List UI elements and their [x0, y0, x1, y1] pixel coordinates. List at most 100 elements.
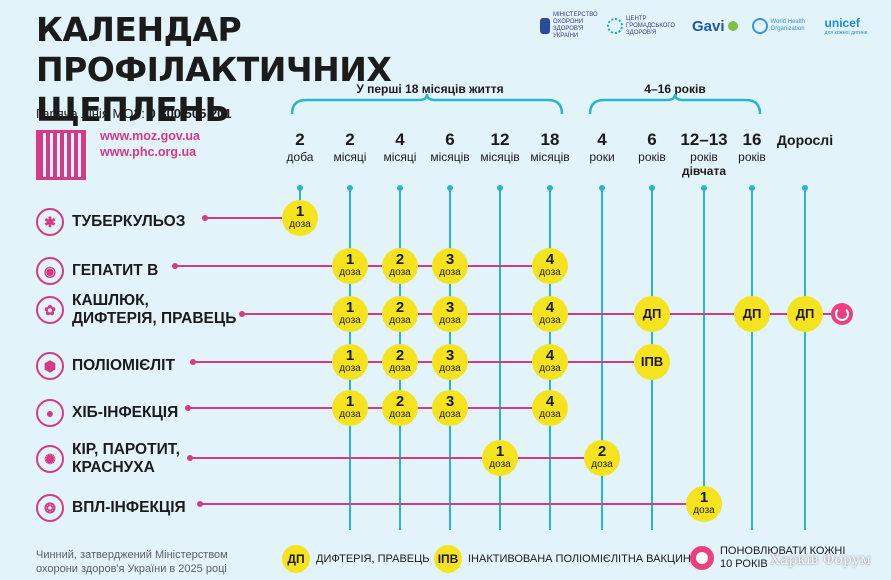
- column-dot: [497, 185, 503, 191]
- brace-children: [588, 93, 762, 115]
- disease-name: КІР, ПАРОТИТ, КРАСНУХА: [72, 441, 180, 476]
- disease-row: ❂ ВПЛ-ІНФЕКЦІЯ: [36, 494, 186, 522]
- ministry-logo: МІНІСТЕРСТВО ОХОРОНИ ЗДОРОВ'Я УКРАЇНИ: [540, 12, 598, 40]
- polio-icon: ⬢: [36, 352, 64, 380]
- disease-name: ГЕПАТИТ В: [72, 262, 159, 279]
- column-dot: [297, 185, 303, 191]
- gavi-logo: Gavi: [692, 18, 738, 35]
- disease-row: ⬢ ПОЛІОМІЄЛІТ: [36, 352, 175, 380]
- dose-badge: 4 доза: [532, 296, 568, 332]
- renew-every-10-years-icon: [831, 303, 853, 325]
- hotline-number[interactable]: 0 800 505 201: [148, 106, 232, 121]
- dose-badge: 3 доза: [432, 390, 468, 426]
- disease-line-dot: [239, 311, 245, 317]
- dose-badge: 2 доза: [382, 296, 418, 332]
- age-group-infant: У перші 18 місяців життя: [356, 82, 504, 96]
- vaccine-code-badge: ДП: [787, 296, 823, 332]
- column-dot: [397, 185, 403, 191]
- disease-row: ● ХІБ-ІНФЕКЦІЯ: [36, 399, 178, 427]
- hepatitis-icon: ◉: [36, 257, 64, 285]
- moz-link[interactable]: www.moz.gov.ua: [100, 129, 201, 143]
- dose-badge: 1 доза: [332, 344, 368, 380]
- age-column-header: 12–13 років дівчата: [680, 130, 728, 178]
- age-column-header: 16 років: [738, 130, 766, 164]
- disease-line-dot: [202, 215, 208, 221]
- dose-badge: 4 доза: [532, 344, 568, 380]
- column-dot: [701, 185, 707, 191]
- disease-row: ✱ ТУБЕРКУЛЬОЗ: [36, 208, 185, 236]
- dose-badge: 4 доза: [532, 390, 568, 426]
- dose-badge: 1 доза: [282, 200, 318, 236]
- ministry-emblem-icon: [540, 18, 550, 34]
- dose-badge: 1 доза: [332, 390, 368, 426]
- legend-dp: ДП ДИФТЕРІЯ, ПРАВЕЦЬ: [282, 545, 429, 573]
- dose-badge: 3 доза: [432, 296, 468, 332]
- qr-code[interactable]: [36, 130, 86, 180]
- hotline: Гаряча лінія МОЗ: 0 800 505 201: [36, 106, 232, 121]
- column-dot: [649, 185, 655, 191]
- watermark: Харків Форум: [770, 552, 871, 568]
- tuberculosis-icon: ✱: [36, 208, 64, 236]
- disease-row: ✺ КІР, ПАРОТИТ, КРАСНУХА: [36, 441, 180, 477]
- disease-line-dot: [185, 405, 191, 411]
- legend-ipv-chip: ІПВ: [434, 545, 462, 573]
- gavi-swirl-icon: [727, 21, 738, 31]
- disease-line-dot: [187, 455, 193, 461]
- who-emblem-icon: [751, 18, 768, 34]
- age-column-header: 4 місяці: [383, 130, 417, 164]
- disease-row: ✿ КАШЛЮК, ДИФТЕРІЯ, ПРАВЕЦЬ: [36, 292, 236, 328]
- dose-badge: 1 доза: [332, 248, 368, 284]
- dose-badge: 3 доза: [432, 248, 468, 284]
- disease-line-dot: [197, 501, 203, 507]
- age-column-header: 12 місяців: [480, 130, 520, 164]
- column-dot: [802, 185, 808, 191]
- hib-icon: ●: [36, 399, 64, 427]
- hpv-icon: ❂: [36, 494, 64, 522]
- disease-row: ◉ ГЕПАТИТ В: [36, 257, 158, 285]
- dose-badge: 2 доза: [584, 440, 620, 476]
- legend-renew: ПОНОВЛЮВАТИ КОЖНІ 10 РОКІВ: [690, 545, 845, 571]
- column-dot: [347, 185, 353, 191]
- disease-line-dot: [172, 263, 178, 269]
- website-links: www.moz.gov.ua www.phc.org.ua: [100, 128, 200, 160]
- legend-dp-chip: ДП: [282, 545, 310, 573]
- column-dot: [447, 185, 453, 191]
- dose-badge: 1 доза: [686, 486, 722, 522]
- page-title: КАЛЕНДАР ПРОФІЛАКТИЧНИХ ЩЕПЛЕНЬ: [36, 10, 392, 129]
- who-logo: World Health Organization: [751, 18, 811, 34]
- dose-badge: 3 доза: [432, 344, 468, 380]
- partner-logos: МІНІСТЕРСТВО ОХОРОНИ ЗДОРОВ'Я УКРАЇНИ ЦЕ…: [540, 12, 867, 40]
- phc-logo: ЦЕНТР ГРОМАДСЬКОГО ЗДОРОВ'Я: [607, 16, 678, 37]
- approval-note: Чинний, затверджений Міністерством охоро…: [36, 549, 228, 575]
- vaccine-code-badge: ДП: [634, 296, 670, 332]
- legend-ipv: ІПВ ІНАКТИВОВАНА ПОЛІОМІЄЛІТНА ВАКЦИНА: [434, 545, 698, 573]
- column-dot: [749, 185, 755, 191]
- age-column-header: 6 місяців: [430, 130, 470, 164]
- dose-badge: 2 доза: [382, 248, 418, 284]
- age-column-header: 6 років: [638, 130, 666, 164]
- disease-name: ВПЛ-ІНФЕКЦІЯ: [72, 499, 186, 516]
- column-dot: [599, 185, 605, 191]
- renew-icon: [690, 546, 714, 570]
- pertussis-icon: ✿: [36, 296, 64, 324]
- dose-badge: 1 доза: [332, 296, 368, 332]
- unicef-logo: unicef для кожної дитини: [824, 16, 868, 36]
- vaccine-code-badge: ДП: [734, 296, 770, 332]
- disease-name: ТУБЕРКУЛЬОЗ: [72, 213, 186, 230]
- column-dot: [547, 185, 553, 191]
- disease-name: КАШЛЮК, ДИФТЕРІЯ, ПРАВЕЦЬ: [72, 292, 237, 327]
- disease-name: ХІБ-ІНФЕКЦІЯ: [72, 404, 179, 421]
- age-column-header: 2 місяці: [333, 130, 367, 164]
- dose-badge: 4 доза: [532, 248, 568, 284]
- age-column-header: 2 доба: [286, 130, 314, 164]
- disease-line-dot: [190, 359, 196, 365]
- vaccine-code-badge: ІПВ: [634, 344, 670, 380]
- dose-badge: 2 доза: [382, 344, 418, 380]
- dose-badge: 2 доза: [382, 390, 418, 426]
- disease-name: ПОЛІОМІЄЛІТ: [72, 357, 175, 374]
- age-column-header: 4 роки: [589, 130, 615, 164]
- age-group-children: 4–16 років: [644, 82, 706, 96]
- phc-link[interactable]: www.phc.org.ua: [100, 145, 197, 159]
- phc-emblem-icon: [607, 18, 623, 34]
